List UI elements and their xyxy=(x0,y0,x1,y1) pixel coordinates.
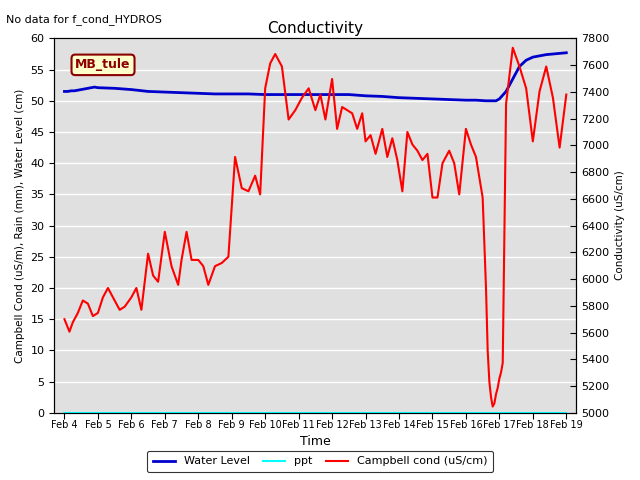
X-axis label: Time: Time xyxy=(300,435,331,448)
Legend: Water Level, ppt, Campbell cond (uS/cm): Water Level, ppt, Campbell cond (uS/cm) xyxy=(147,451,493,472)
Text: MB_tule: MB_tule xyxy=(76,59,131,72)
Y-axis label: Conductivity (uS/cm): Conductivity (uS/cm) xyxy=(615,171,625,280)
Text: No data for f_cond_HYDROS: No data for f_cond_HYDROS xyxy=(6,14,163,25)
Title: Conductivity: Conductivity xyxy=(268,21,364,36)
Y-axis label: Campbell Cond (uS/m), Rain (mm), Water Level (cm): Campbell Cond (uS/m), Rain (mm), Water L… xyxy=(15,88,25,363)
